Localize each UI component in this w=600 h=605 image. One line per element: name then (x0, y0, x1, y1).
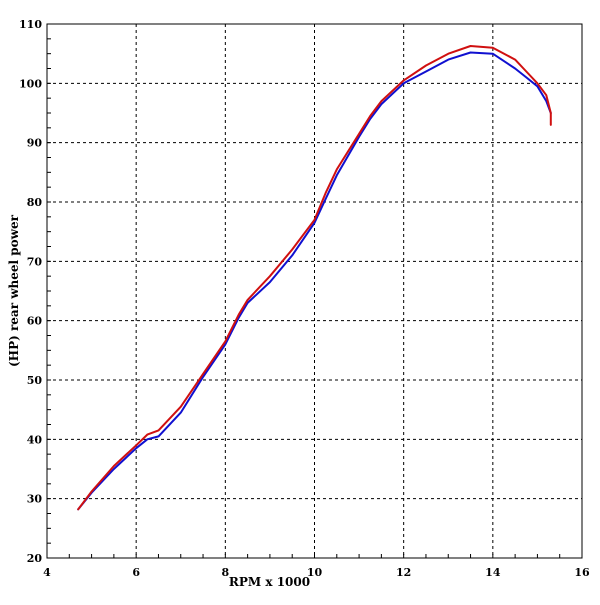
tick-label-layer: 4 6 8 10 12 14 16 20 30 40 50 60 70 80 90 100 110 (19, 18, 590, 579)
series-line-2 (77, 45, 552, 511)
minor-tick-layer (46, 23, 583, 559)
series-line-1 (77, 51, 552, 511)
grid-layer (47, 24, 582, 558)
x-tick-label: 8 (222, 566, 230, 579)
y-tick-label: 70 (27, 255, 43, 268)
x-tick-label: 12 (396, 566, 411, 579)
y-tick-label: 40 (27, 433, 43, 446)
y-tick-label: 90 (27, 137, 43, 150)
x-tick-label: 10 (307, 566, 323, 579)
x-tick-label: 16 (574, 566, 590, 579)
plot-border (46, 23, 583, 559)
y-tick-label: 60 (27, 315, 43, 328)
y-tick-label: 50 (27, 374, 43, 387)
x-tick-label: 6 (132, 566, 140, 579)
y-tick-label: 110 (19, 18, 42, 31)
x-tick-label: 14 (485, 566, 501, 579)
y-axis-title: (HP) rear wheel power (7, 214, 21, 367)
y-tick-label: 100 (19, 77, 42, 90)
y-tick-label: 80 (27, 196, 43, 209)
x-axis-title: RPM x 1000 (229, 575, 310, 589)
x-tick-label: 4 (43, 566, 51, 579)
y-tick-label: 20 (27, 552, 43, 565)
series-layer (77, 45, 552, 511)
y-tick-label: 30 (27, 493, 43, 506)
